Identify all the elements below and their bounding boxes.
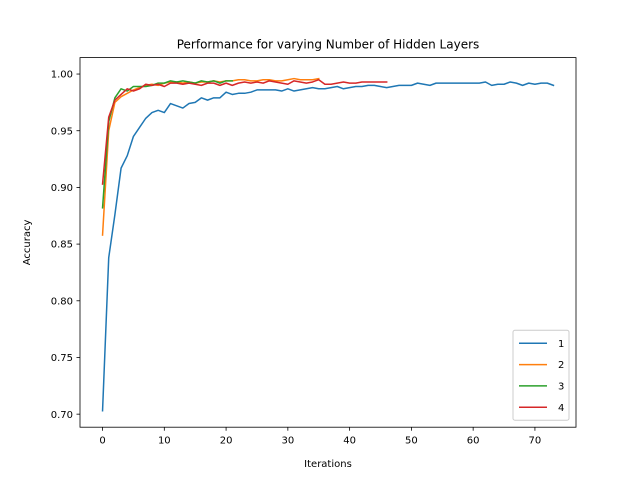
x-tick-label: 30 [281,436,294,447]
legend-box [512,329,570,421]
x-axis-title: Iterations [304,459,352,470]
series-line-1 [101,81,555,412]
y-tick-label: 0.75 [51,353,73,364]
y-tick-label: 0.90 [51,183,73,194]
y-axis: 0.70 0.75 0.80 0.85 0.90 0.95 1.00 [51,70,80,421]
x-tick-label: 20 [220,436,233,447]
legend-label-3: 3 [558,382,564,393]
x-tick-label: 60 [467,436,480,447]
legend-label-4: 4 [558,403,564,414]
plot-frame [79,57,577,428]
y-tick-label: 0.95 [51,126,73,137]
y-tick-label: 0.85 [51,240,73,251]
x-axis: 0 10 20 30 40 50 60 70 [99,427,541,447]
legend-label-2: 2 [558,360,564,371]
series-layer [101,77,555,412]
chart-title: Performance for varying Number of Hidden… [177,38,480,52]
y-tick-label: 1.00 [51,70,73,81]
x-tick-label: 50 [405,436,418,447]
x-tick-label: 40 [343,436,356,447]
y-tick-label: 0.80 [51,296,73,307]
series-line-4 [101,78,388,185]
x-tick-label: 0 [99,436,105,447]
legend: 1 2 3 4 [512,329,570,421]
legend-label-1: 1 [558,339,564,350]
y-tick-label: 0.70 [51,410,73,421]
series-line-3 [101,80,234,209]
x-tick-label: 10 [158,436,171,447]
y-axis-title: Accuracy [22,219,33,265]
x-tick-label: 70 [529,436,542,447]
